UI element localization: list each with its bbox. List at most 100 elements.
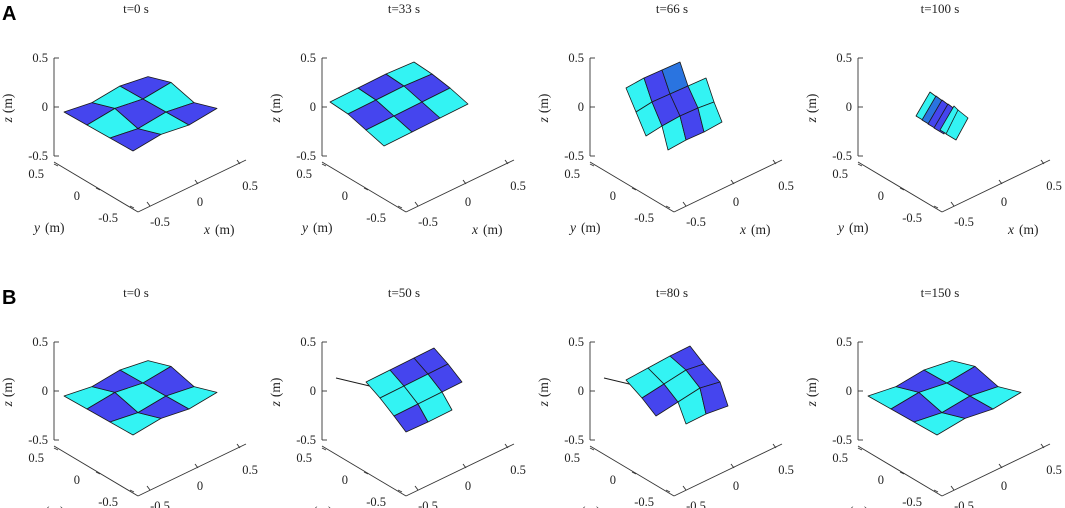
z-tick-label: -0.5 xyxy=(564,433,584,447)
z-tick-label: 0.5 xyxy=(32,335,48,349)
z-axis-unit: (m) xyxy=(268,94,283,114)
z-tick-label: -0.5 xyxy=(296,149,316,163)
x-tick-mark xyxy=(462,179,467,185)
z-tick-label: 0.5 xyxy=(300,335,316,349)
x-tick-mark xyxy=(236,443,241,449)
y-axis-label: y (m) xyxy=(836,504,869,508)
y-axis-unit: (m) xyxy=(313,504,333,508)
y-tick-mark xyxy=(665,205,671,209)
z-axis-unit: (m) xyxy=(268,378,283,398)
x-tick-label: 0 xyxy=(733,479,739,493)
panel-title: t=66 s xyxy=(656,1,688,16)
x-tick-mark xyxy=(462,463,467,469)
x-tick-label: 0.5 xyxy=(242,463,258,477)
plot-panel: t=100 s 0.5 0 -0.5 z (m) 0.5 0 -0.5 y (m) -0.5 0 0.5 x… xyxy=(804,1,1062,237)
x-tick-mark xyxy=(682,201,687,207)
y-axis-label: y (m) xyxy=(568,504,601,508)
x-axis-label: x (m) xyxy=(471,506,503,508)
y-axis-line xyxy=(53,161,139,213)
z-tick-label: -0.5 xyxy=(28,433,48,447)
panel-title: t=100 s xyxy=(921,1,960,16)
origami-face xyxy=(969,386,1022,410)
x-tick-mark xyxy=(504,159,509,165)
x-tick-mark xyxy=(194,179,199,185)
y-tick-label: 0.5 xyxy=(28,167,44,181)
x-axis-symbol: x xyxy=(203,506,210,508)
x-tick-label: -0.5 xyxy=(418,499,438,508)
x-axis-line xyxy=(941,443,1051,497)
x-tick-label: 0.5 xyxy=(1046,179,1062,193)
y-axis-line xyxy=(589,161,675,213)
z-tick-label: 0.5 xyxy=(836,335,852,349)
z-tick-label: -0.5 xyxy=(296,433,316,447)
y-axis-line xyxy=(53,445,139,497)
z-axis-label: z (m) xyxy=(0,94,15,124)
x-axis-line xyxy=(405,159,515,213)
z-axis-unit: (m) xyxy=(0,94,15,114)
origami-sheet xyxy=(867,360,1022,436)
y-tick-label: -0.5 xyxy=(98,211,118,225)
x-axis-label: x (m) xyxy=(739,506,771,508)
x-tick-label: -0.5 xyxy=(150,215,170,229)
z-tick-label: 0 xyxy=(846,100,852,114)
x-axis-unit: (m) xyxy=(751,506,771,508)
x-tick-label: 0.5 xyxy=(510,179,526,193)
x-axis-line xyxy=(405,443,515,497)
x-axis-symbol: x xyxy=(203,222,210,237)
x-axis-unit: (m) xyxy=(1019,222,1039,237)
origami-face xyxy=(165,102,218,126)
z-tick-label: 0 xyxy=(846,384,852,398)
y-tick-mark xyxy=(857,447,863,451)
panel-title: t=0 s xyxy=(123,1,149,16)
x-tick-label: 0 xyxy=(1001,195,1007,209)
origami-face xyxy=(699,381,729,415)
z-tick-label: 0 xyxy=(42,384,48,398)
z-tick-label: -0.5 xyxy=(832,149,852,163)
origami-sheet xyxy=(335,347,463,433)
origami-face xyxy=(945,109,969,141)
panel-title: t=33 s xyxy=(388,1,420,16)
y-axis-symbol: y xyxy=(836,220,844,235)
origami-face xyxy=(697,101,723,133)
row-label-b: B xyxy=(2,287,16,309)
z-axis-unit: (m) xyxy=(536,378,551,398)
y-tick-label: 0.5 xyxy=(296,451,312,465)
x-tick-label: -0.5 xyxy=(686,499,706,508)
y-tick-mark xyxy=(321,447,327,451)
x-tick-mark xyxy=(950,485,955,491)
panel-title: t=80 s xyxy=(656,285,688,300)
origami-face xyxy=(427,363,463,393)
y-axis-line xyxy=(857,445,943,497)
x-tick-label: 0 xyxy=(197,195,203,209)
y-tick-label: 0.5 xyxy=(296,167,312,181)
x-axis-line xyxy=(673,443,783,497)
panel-title: t=50 s xyxy=(388,285,420,300)
y-tick-label: 0.5 xyxy=(28,451,44,465)
z-axis-label: z (m) xyxy=(804,378,819,408)
y-tick-label: 0 xyxy=(610,189,616,203)
x-tick-label: 0 xyxy=(1001,479,1007,493)
x-tick-mark xyxy=(998,179,1003,185)
y-tick-mark xyxy=(665,489,671,493)
x-tick-mark xyxy=(236,159,241,165)
y-tick-label: 0 xyxy=(610,473,616,487)
y-tick-label: 0 xyxy=(342,473,348,487)
x-tick-mark xyxy=(194,463,199,469)
y-tick-label: 0 xyxy=(342,189,348,203)
z-axis-label: z (m) xyxy=(268,94,283,124)
x-tick-label: 0.5 xyxy=(510,463,526,477)
y-tick-mark xyxy=(857,163,863,167)
y-tick-label: 0.5 xyxy=(832,167,848,181)
y-axis-unit: (m) xyxy=(849,220,869,235)
x-axis-symbol: x xyxy=(1007,222,1014,237)
z-tick-label: 0.5 xyxy=(836,51,852,65)
y-axis-unit: (m) xyxy=(581,504,601,508)
y-axis-symbol: y xyxy=(300,220,308,235)
x-axis-symbol: x xyxy=(739,222,746,237)
x-axis-symbol: x xyxy=(1007,506,1014,508)
panel-title: t=0 s xyxy=(123,285,149,300)
y-tick-mark xyxy=(899,471,905,475)
y-axis-symbol: y xyxy=(568,504,576,508)
y-tick-mark xyxy=(129,205,135,209)
